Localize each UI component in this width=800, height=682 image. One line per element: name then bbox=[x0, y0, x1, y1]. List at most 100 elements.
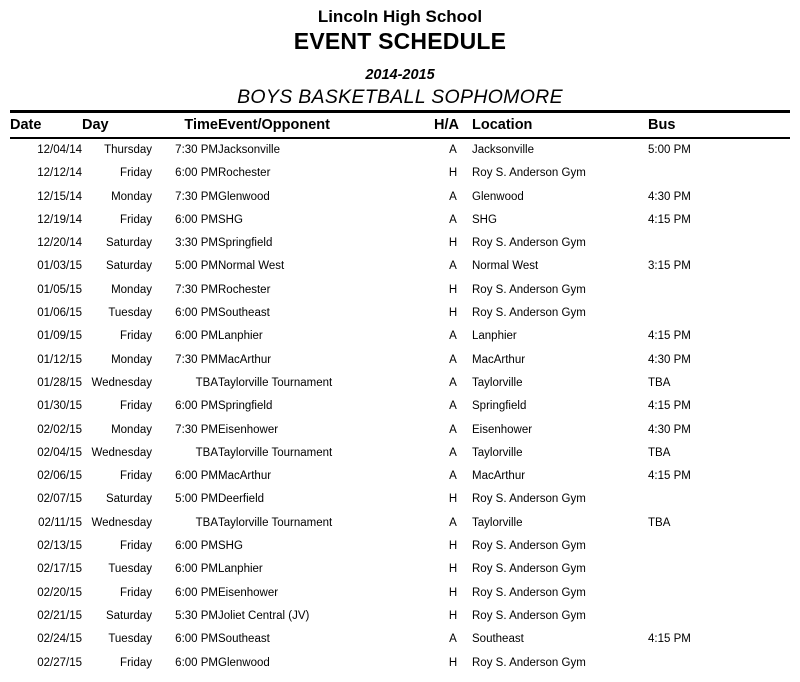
cell-home-away: H bbox=[448, 540, 458, 553]
cell-location: Roy S. Anderson Gym bbox=[472, 493, 586, 506]
season-label: 2014-2015 bbox=[365, 67, 435, 83]
cell-day: Saturday bbox=[105, 609, 152, 622]
cell-location: Lanphier bbox=[472, 330, 517, 343]
cell-event: SHG bbox=[218, 540, 243, 553]
cell-bus: 5:00 PM bbox=[648, 144, 691, 156]
cell-location: Jacksonville bbox=[472, 144, 534, 156]
cell-date: 12/19/14 bbox=[37, 213, 82, 226]
cell-date: 01/05/15 bbox=[37, 283, 82, 296]
table-row: 02/02/15 Monday 7:30 PM Eisenhower A Eisenhow… bbox=[10, 419, 790, 442]
cell-bus bbox=[648, 232, 790, 255]
cell-bus: 4:30 PM bbox=[648, 353, 691, 366]
cell-day: Wednesday bbox=[91, 376, 152, 389]
cell-date: 02/13/15 bbox=[37, 540, 82, 553]
table-header: Date Day Time Event/Opponent H/A Locatio… bbox=[10, 113, 790, 137]
cell-date: 01/06/15 bbox=[37, 307, 82, 320]
table-row: 12/15/14 Monday 7:30 PM Glenwood A Glenwood 4:… bbox=[10, 186, 790, 209]
cell-day: Monday bbox=[111, 423, 152, 436]
cell-day: Monday bbox=[111, 353, 152, 366]
cell-date: 01/30/15 bbox=[37, 400, 82, 413]
table-row: 02/17/15 Tuesday 6:00 PM Lanphier H Roy S. An… bbox=[10, 558, 790, 581]
table-top-rule bbox=[10, 110, 790, 113]
cell-home-away: A bbox=[449, 353, 457, 366]
table-row: 01/30/15 Friday 6:00 PM Springfield A Springf… bbox=[10, 395, 790, 418]
cell-date: 02/21/15 bbox=[37, 609, 82, 622]
cell-bus: 4:15 PM bbox=[648, 470, 691, 483]
cell-bus bbox=[648, 535, 790, 558]
cell-date: 02/04/15 bbox=[37, 446, 82, 459]
cell-home-away: H bbox=[448, 237, 458, 250]
cell-home-away: H bbox=[448, 493, 458, 506]
cell-bus bbox=[648, 605, 790, 628]
cell-home-away: H bbox=[448, 563, 458, 576]
cell-bus: TBA bbox=[648, 376, 671, 389]
cell-time: 6:00 PM bbox=[175, 656, 218, 669]
cell-time: 6:00 PM bbox=[175, 167, 218, 180]
column-header-bus: Bus bbox=[648, 117, 676, 133]
cell-time: TBA bbox=[195, 446, 218, 459]
cell-time: 6:00 PM bbox=[175, 540, 218, 553]
cell-location: Roy S. Anderson Gym bbox=[472, 656, 586, 669]
cell-date: 02/27/15 bbox=[37, 656, 82, 669]
cell-day: Friday bbox=[120, 167, 152, 180]
cell-day: Thursday bbox=[104, 144, 152, 156]
table-row: 01/06/15 Tuesday 6:00 PM Southeast H Roy S. A… bbox=[10, 302, 790, 325]
cell-event: MacArthur bbox=[218, 353, 272, 366]
cell-date: 12/15/14 bbox=[37, 190, 82, 203]
cell-time: 6:00 PM bbox=[175, 307, 218, 320]
sport-label: BOYS BASKETBALL SOPHOMORE bbox=[237, 86, 563, 108]
cell-time: 6:00 PM bbox=[175, 563, 218, 576]
cell-location: Roy S. Anderson Gym bbox=[472, 283, 586, 296]
table-row: 01/05/15 Monday 7:30 PM Rochester H Roy S. An… bbox=[10, 279, 790, 302]
table-row: 02/13/15 Friday 6:00 PM SHG H Roy S. Anderson… bbox=[10, 535, 790, 558]
cell-time: TBA bbox=[195, 516, 218, 529]
cell-time: 6:00 PM bbox=[175, 470, 218, 483]
cell-time: 5:30 PM bbox=[175, 609, 218, 622]
cell-location: Roy S. Anderson Gym bbox=[472, 167, 586, 180]
table-row: 01/28/15 Wednesday TBA Taylorville Tourname… bbox=[10, 372, 790, 395]
cell-home-away: H bbox=[448, 656, 458, 669]
cell-event: Springfield bbox=[218, 237, 273, 250]
cell-home-away: A bbox=[449, 633, 457, 646]
cell-bus bbox=[648, 558, 790, 581]
cell-location: Roy S. Anderson Gym bbox=[472, 237, 586, 250]
cell-home-away: H bbox=[448, 307, 458, 320]
school-name: Lincoln High School bbox=[317, 7, 483, 26]
cell-location: Taylorville bbox=[472, 446, 523, 459]
cell-day: Monday bbox=[111, 190, 152, 203]
cell-home-away: A bbox=[449, 144, 457, 156]
cell-location: Eisenhower bbox=[472, 423, 533, 436]
column-header-ha: H/A bbox=[434, 117, 459, 133]
cell-date: 01/12/15 bbox=[37, 353, 82, 366]
cell-day: Wednesday bbox=[91, 446, 152, 459]
cell-location: MacArthur bbox=[472, 470, 526, 483]
cell-event: Lanphier bbox=[218, 563, 263, 576]
cell-bus: 4:15 PM bbox=[648, 633, 691, 646]
cell-location: MacArthur bbox=[472, 353, 526, 366]
cell-location: Roy S. Anderson Gym bbox=[472, 586, 586, 599]
table-row: 12/20/14 Saturday 3:30 PM Springfield H Roy S… bbox=[10, 232, 790, 255]
cell-day: Saturday bbox=[105, 493, 152, 506]
column-header-date: Date bbox=[10, 117, 42, 133]
cell-date: 01/09/15 bbox=[37, 330, 82, 343]
cell-time: 7:30 PM bbox=[175, 190, 218, 203]
header-row: Date Day Time Event/Opponent H/A Locatio… bbox=[10, 113, 790, 137]
cell-home-away: H bbox=[448, 167, 458, 180]
cell-time: 7:30 PM bbox=[175, 144, 218, 156]
cell-event: Springfield bbox=[218, 400, 273, 413]
cell-event: Taylorville Tournament bbox=[218, 376, 333, 389]
cell-location: Southeast bbox=[472, 633, 524, 646]
cell-event: Southeast bbox=[218, 633, 270, 646]
cell-day: Tuesday bbox=[108, 633, 152, 646]
cell-bus: 4:15 PM bbox=[648, 213, 691, 226]
cell-time: 5:00 PM bbox=[175, 493, 218, 506]
column-header-location: Location bbox=[472, 117, 533, 133]
cell-date: 02/07/15 bbox=[37, 493, 82, 506]
cell-day: Friday bbox=[120, 470, 152, 483]
cell-home-away: A bbox=[449, 213, 457, 226]
table-row: 01/12/15 Monday 7:30 PM MacArthur A MacArthur… bbox=[10, 349, 790, 372]
cell-home-away: A bbox=[449, 423, 457, 436]
cell-event: Glenwood bbox=[218, 656, 270, 669]
cell-home-away: A bbox=[449, 190, 457, 203]
